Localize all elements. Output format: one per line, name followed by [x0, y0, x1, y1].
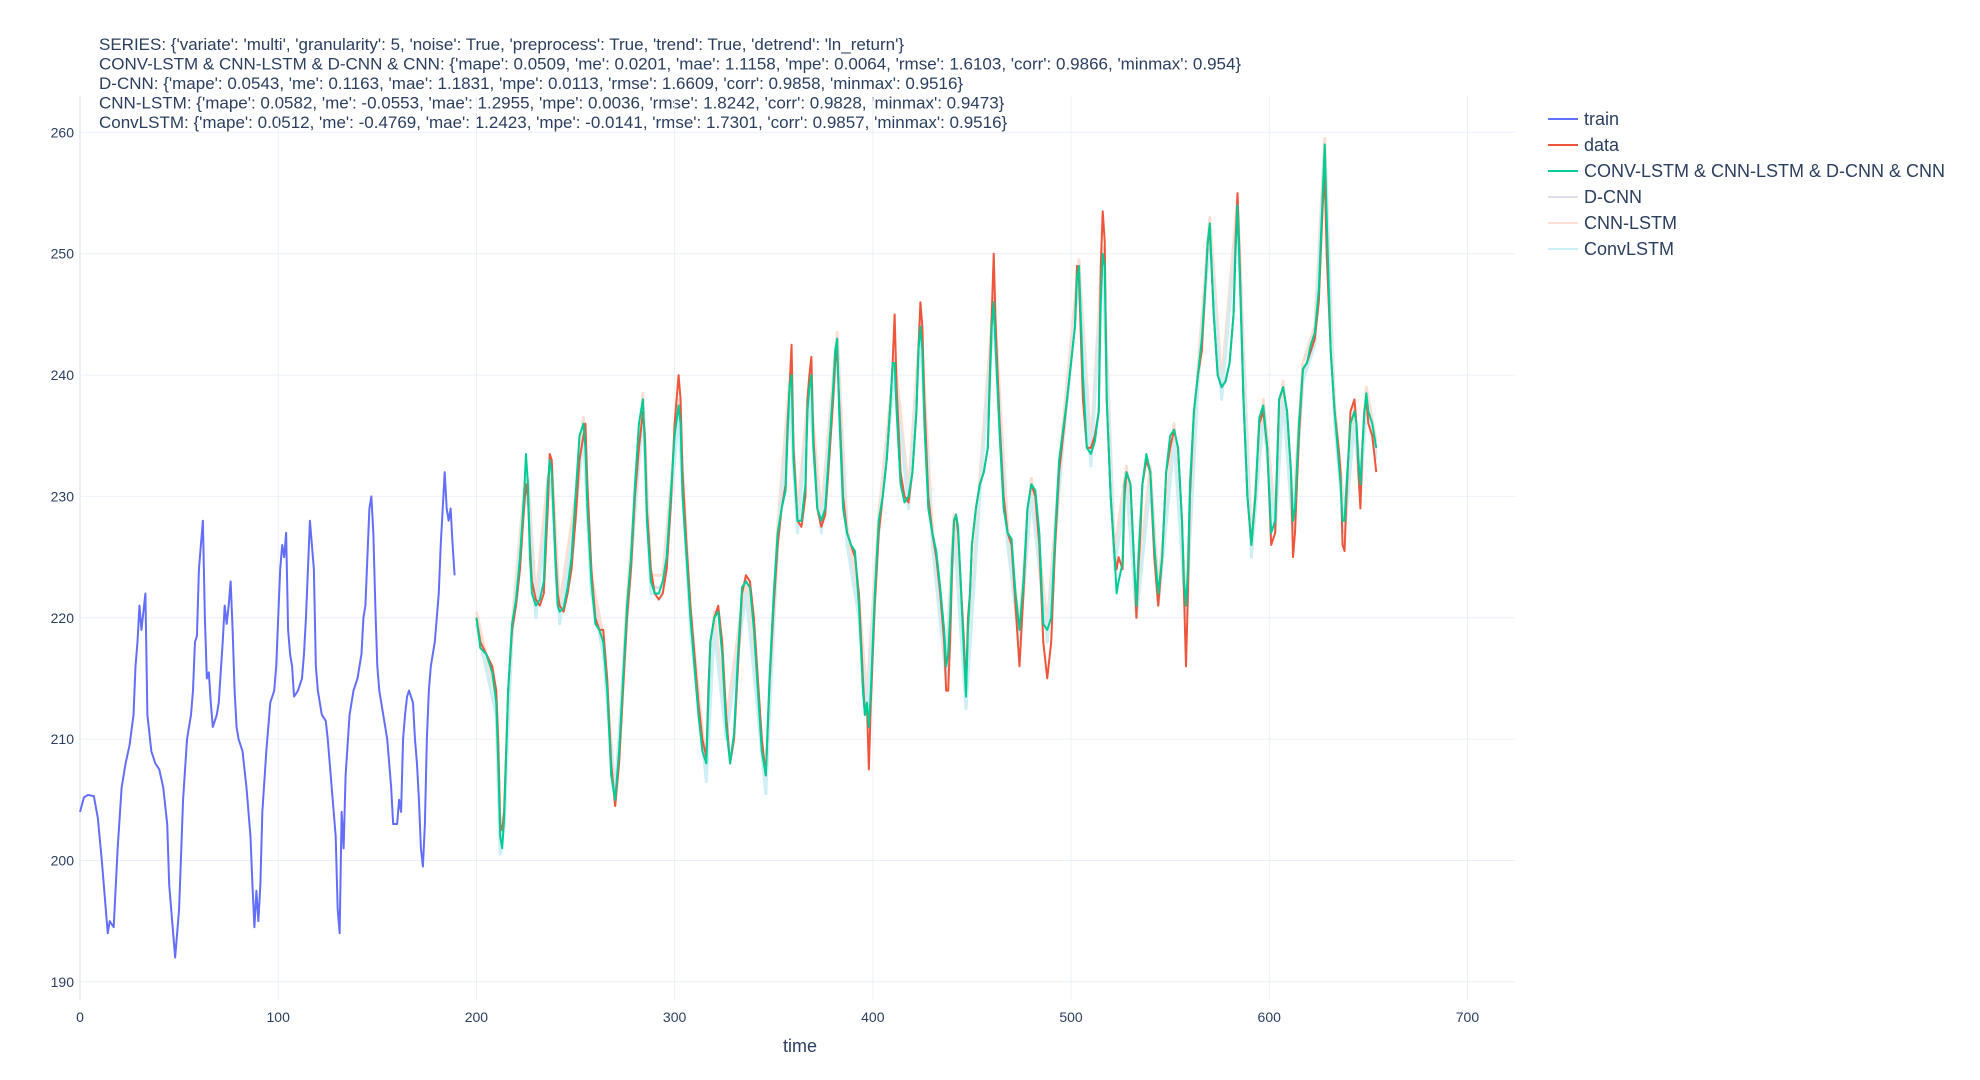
title-line-0: SERIES: {'variate': 'multi', 'granularit… — [99, 35, 904, 54]
legend-label: train — [1584, 109, 1619, 129]
legend-item[interactable]: D-CNN — [1548, 187, 1642, 207]
title-line-2: D-CNN: {'mape': 0.0543, 'me': 0.1163, 'm… — [99, 74, 963, 93]
legend-label: CNN-LSTM — [1584, 213, 1677, 233]
chart-title: SERIES: {'variate': 'multi', 'granularit… — [99, 35, 1241, 132]
x-tick-label: 100 — [267, 1009, 291, 1025]
y-tick-label: 200 — [51, 852, 75, 868]
x-axis-title: time — [783, 1036, 817, 1056]
y-tick-label: 250 — [51, 246, 75, 262]
legend-label: data — [1584, 135, 1620, 155]
series-line-convlstm — [474, 155, 1378, 856]
y-tick-label: 240 — [51, 367, 75, 383]
x-tick-label: 0 — [76, 1009, 84, 1025]
x-tick-label: 400 — [861, 1009, 885, 1025]
legend-label: D-CNN — [1584, 187, 1642, 207]
legend-item[interactable]: CONV-LSTM & CNN-LSTM & D-CNN & CNN — [1548, 161, 1945, 181]
title-line-4: ConvLSTM: {'mape': 0.0512, 'me': -0.4769… — [99, 113, 1008, 132]
legend-label: ConvLSTM — [1584, 239, 1674, 259]
x-tick-label: 300 — [663, 1009, 687, 1025]
legend-label: CONV-LSTM & CNN-LSTM & D-CNN & CNN — [1584, 161, 1945, 181]
y-tick-label: 220 — [51, 610, 75, 626]
legend-item[interactable]: CNN-LSTM — [1548, 213, 1677, 233]
x-tick-label: 500 — [1059, 1009, 1083, 1025]
title-line-3: CNN-LSTM: {'mape': 0.0582, 'me': -0.0553… — [99, 94, 1005, 113]
legend-item[interactable]: train — [1548, 109, 1619, 129]
y-axis-ticks: 190 200 210 220 230 240 250 260 — [51, 124, 75, 989]
series-line-train — [79, 471, 456, 959]
y-tick-label: 230 — [51, 488, 75, 504]
series-line-conv-lstm-cnn-lstm-d-cnn-cnn — [475, 143, 1378, 850]
legend-item[interactable]: data — [1548, 135, 1620, 155]
x-tick-label: 200 — [465, 1009, 489, 1025]
legend-item[interactable]: ConvLSTM — [1548, 239, 1674, 259]
x-axis-ticks: 0 100 200 300 400 500 600 700 — [76, 1009, 1479, 1025]
legend[interactable]: train data CONV-LSTM & CNN-LSTM & D-CNN & … — [1548, 109, 1945, 259]
x-tick-label: 600 — [1258, 1009, 1282, 1025]
y-tick-label: 260 — [51, 124, 75, 140]
title-line-1: CONV-LSTM & CNN-LSTM & D-CNN & CNN: {'ma… — [99, 55, 1241, 74]
y-tick-label: 210 — [51, 731, 75, 747]
gridlines — [79, 96, 1515, 1000]
series-lines — [79, 136, 1378, 959]
x-tick-label: 700 — [1456, 1009, 1480, 1025]
y-tick-label: 190 — [51, 974, 75, 990]
